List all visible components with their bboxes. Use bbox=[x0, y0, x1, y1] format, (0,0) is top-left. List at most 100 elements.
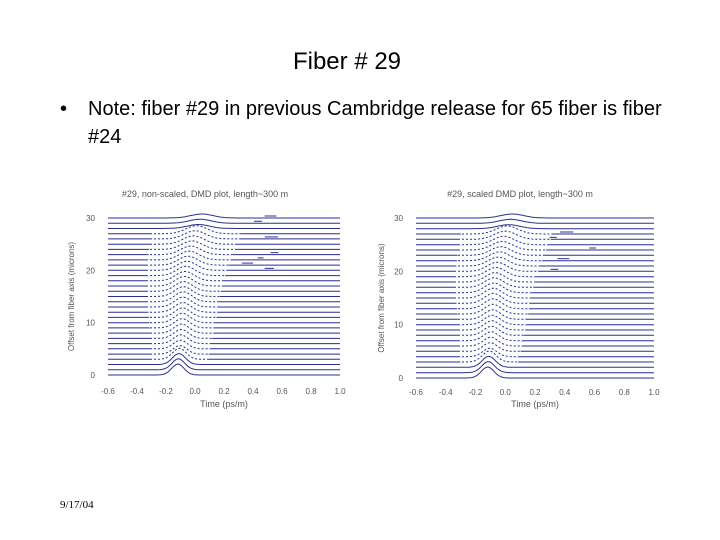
dmd-trace-gap bbox=[458, 320, 526, 331]
dmd-trace bbox=[416, 320, 654, 331]
dmd-trace-gap bbox=[149, 235, 237, 245]
dmd-trace bbox=[416, 235, 654, 246]
dmd-trace bbox=[108, 318, 340, 329]
dmd-trace bbox=[416, 213, 654, 219]
dmd-trace-gap bbox=[459, 230, 551, 240]
x-tick-label: 0.2 bbox=[529, 388, 541, 397]
dmd-trace bbox=[416, 272, 654, 283]
dmd-trace-gap bbox=[151, 344, 209, 355]
x-tick-label: 1.0 bbox=[334, 387, 346, 396]
dmd-trace bbox=[416, 309, 654, 320]
dmd-trace-gap bbox=[455, 266, 537, 278]
dmd-trace bbox=[416, 314, 654, 326]
dmd-trace-gap bbox=[459, 235, 549, 246]
y-tick-label: 10 bbox=[394, 321, 403, 330]
dmd-trace bbox=[416, 347, 654, 358]
x-axis-label: Time (ps/m) bbox=[511, 399, 559, 409]
dmd-trace bbox=[108, 353, 340, 365]
x-tick-label: -0.4 bbox=[130, 387, 144, 396]
dmd-trace bbox=[108, 286, 340, 297]
dmd-trace-gap bbox=[456, 256, 540, 267]
dmd-trace bbox=[108, 358, 340, 371]
dmd-trace bbox=[108, 312, 340, 324]
y-tick-label: 20 bbox=[394, 267, 403, 276]
dmd-trace-gap bbox=[457, 245, 544, 256]
dmd-trace-gap bbox=[458, 240, 547, 251]
dmd-trace-gap bbox=[460, 347, 520, 358]
plot-title: #29, non-scaled, DMD plot, length~300 m bbox=[122, 189, 288, 199]
dmd-trace-gap bbox=[455, 282, 532, 294]
dmd-trace-gap bbox=[455, 277, 534, 288]
dmd-trace bbox=[108, 270, 340, 282]
dmd-trace bbox=[108, 230, 340, 240]
dmd-trace-gap bbox=[459, 325, 525, 336]
dmd-trace-gap bbox=[149, 323, 214, 334]
dmd-trace bbox=[108, 240, 340, 250]
dmd-trace bbox=[416, 277, 654, 288]
y-tick-label: 30 bbox=[394, 214, 403, 223]
x-tick-label: -0.2 bbox=[159, 387, 173, 396]
x-tick-label: 0.8 bbox=[619, 388, 631, 397]
dmd-trace-gap bbox=[147, 255, 229, 266]
dmd-trace bbox=[108, 250, 340, 261]
dmd-trace-gap bbox=[455, 261, 539, 272]
dmd-trace-gap bbox=[151, 225, 242, 235]
dmd-trace bbox=[108, 224, 340, 229]
dmd-trace bbox=[108, 328, 340, 339]
dmd-trace bbox=[108, 301, 340, 313]
dmd-trace-gap bbox=[149, 312, 216, 324]
bullet-dot-icon: • bbox=[60, 98, 68, 120]
dmd-trace-gap bbox=[150, 328, 213, 340]
dmd-trace bbox=[416, 266, 654, 278]
bullet-text: Note: fiber #29 in previous Cambridge re… bbox=[88, 98, 662, 148]
dmd-trace bbox=[108, 218, 340, 224]
dmd-trace bbox=[108, 345, 340, 355]
dmd-trace bbox=[108, 339, 340, 350]
x-tick-label: 0.4 bbox=[247, 387, 259, 396]
dmd-trace-gap bbox=[458, 314, 527, 326]
dmd-trace bbox=[108, 260, 340, 271]
dmd-trace-gap bbox=[149, 240, 235, 251]
dmd-trace-gap bbox=[150, 339, 210, 350]
dmd-trace-gap bbox=[146, 260, 227, 271]
y-tick-label: 10 bbox=[86, 319, 95, 328]
dmd-trace bbox=[416, 366, 654, 379]
dmd-trace bbox=[416, 218, 654, 224]
dmd-trace bbox=[108, 323, 340, 334]
dmd-trace bbox=[416, 261, 654, 272]
dmd-trace bbox=[108, 235, 340, 245]
x-tick-label: 0.0 bbox=[500, 388, 512, 397]
dmd-plot-non-scaled: #29, non-scaled, DMD plot, length~300 m O… bbox=[65, 185, 350, 415]
dmd-trace bbox=[416, 336, 654, 347]
dmd-trace-gap bbox=[456, 251, 542, 262]
dmd-trace bbox=[416, 224, 654, 230]
dmd-trace bbox=[416, 298, 654, 310]
slide-title: Fiber # 29 bbox=[292, 48, 402, 75]
dmd-trace bbox=[416, 282, 654, 294]
dmd-trace bbox=[416, 331, 654, 342]
x-tick-label: -0.4 bbox=[439, 388, 453, 397]
dmd-trace bbox=[416, 287, 654, 299]
dmd-trace bbox=[108, 363, 340, 376]
dmd-trace-gap bbox=[459, 341, 521, 352]
dmd-trace bbox=[416, 303, 654, 315]
dmd-trace bbox=[416, 355, 654, 368]
x-tick-label: 0.6 bbox=[589, 388, 601, 397]
dmd-trace-gap bbox=[455, 271, 535, 283]
dmd-trace bbox=[108, 225, 340, 235]
dmd-plot-scaled: #29, scaled DMD plot, length~300 m Offset… bbox=[375, 185, 665, 415]
y-axis-label: Offset from fiber axis (microns) bbox=[67, 242, 76, 352]
x-tick-label: 0.6 bbox=[276, 387, 288, 396]
x-tick-label: 0.4 bbox=[559, 388, 571, 397]
dmd-trace bbox=[416, 225, 654, 235]
dmd-trace bbox=[108, 307, 340, 318]
dmd-trace-gap bbox=[460, 225, 554, 235]
dmd-plot-svg-scaled: #29, scaled DMD plot, length~300 m Offset… bbox=[377, 189, 660, 409]
dmd-trace bbox=[108, 296, 340, 308]
plot-title: #29, scaled DMD plot, length~300 m bbox=[447, 189, 593, 199]
dmd-trace bbox=[108, 347, 340, 360]
footer-date: 9/17/04 bbox=[60, 499, 94, 511]
y-tick-label: 20 bbox=[86, 266, 95, 275]
dmd-trace bbox=[108, 265, 340, 277]
dmd-trace-gap bbox=[150, 334, 212, 345]
